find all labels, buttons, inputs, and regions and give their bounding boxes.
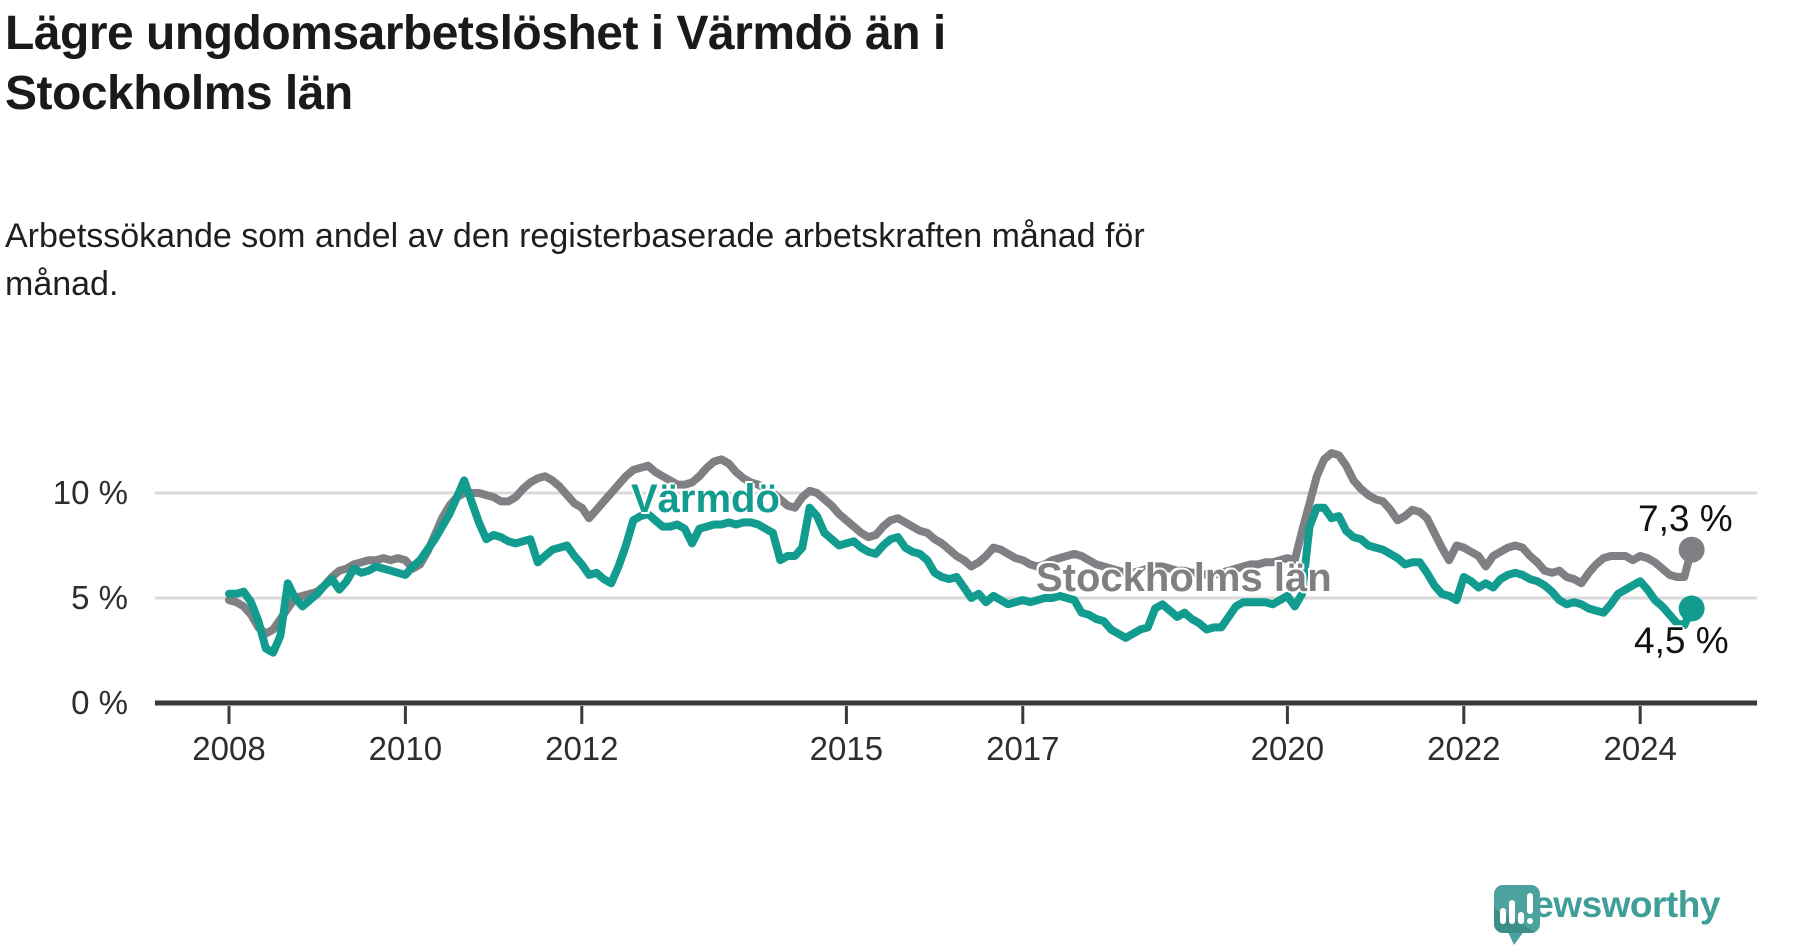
subtitle-line2: månad. (5, 265, 119, 303)
x-tick-label: 2022 (1427, 730, 1501, 767)
newsworthy-logo-icon (1494, 885, 1540, 945)
series-line-stockholms-lan (225, 449, 1696, 638)
end-dot-stockholms-lan (1678, 536, 1705, 563)
x-tick-label: 2008 (192, 730, 266, 767)
x-tick-label: 2020 (1250, 730, 1325, 767)
y-tick-label: 5 % (71, 579, 128, 616)
title-line1: Lägre ungdomsarbetslöshet i Värmdö än i (5, 7, 946, 60)
newsworthy-logo: Newsworthy (1493, 884, 1720, 945)
x-tick-label: 2015 (809, 730, 884, 767)
y-tick-label: 0 % (71, 684, 128, 721)
series-line-varmdo (225, 476, 1696, 657)
x-tick-label: 2024 (1603, 730, 1677, 767)
subtitle-line1: Arbetssökande som andel av den registerb… (5, 217, 1145, 255)
series-label-varmdo: Värmdö (631, 477, 780, 521)
title-line2: Stockholms län (5, 67, 353, 120)
end-value-label-varmdo: 4,5 % (1634, 620, 1729, 661)
x-tick-label: 2017 (986, 730, 1060, 767)
end-dot-varmdo (1678, 595, 1705, 622)
chart-subtitle: Arbetssökande som andel av den registerb… (5, 212, 1145, 308)
series-label-stockholms-lan: Stockholms län (1036, 556, 1332, 600)
x-tick-label: 2012 (545, 730, 619, 767)
newsworthy-logo-text: Newsworthy (1507, 884, 1720, 925)
x-tick-label: 2010 (368, 730, 443, 767)
y-tick-label: 10 % (52, 474, 128, 511)
page-title: Lägre ungdomsarbetslöshet i Värmdö än i … (5, 4, 946, 124)
end-value-label-stockholms-lan: 7,3 % (1638, 498, 1733, 539)
